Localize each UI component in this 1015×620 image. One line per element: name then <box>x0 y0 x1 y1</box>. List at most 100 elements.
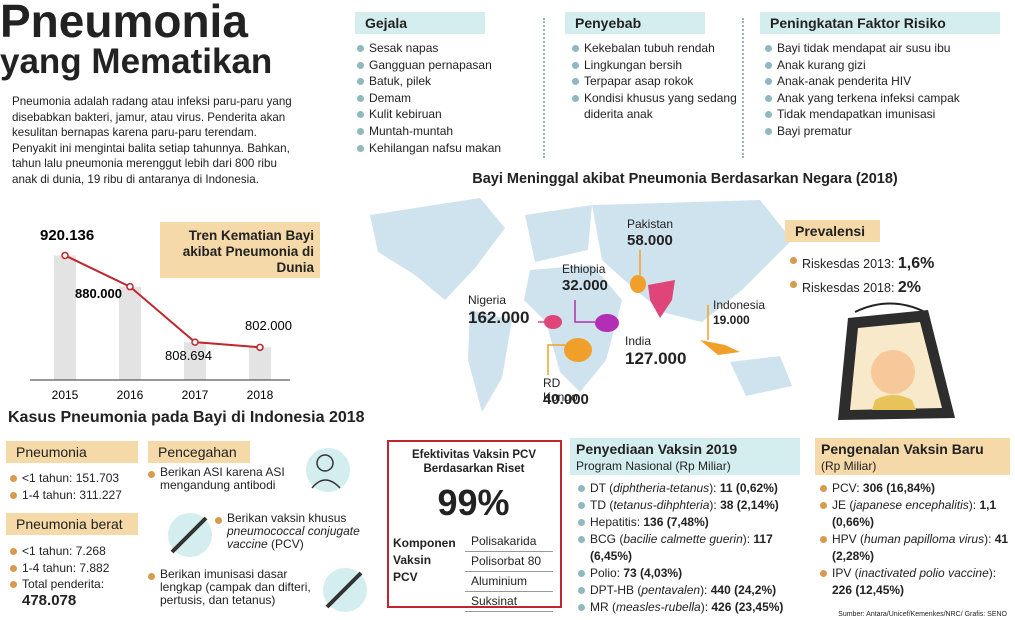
list-item: Berikan imunisasi dasar lengkap (campak … <box>148 568 328 607</box>
list-item: Berikan vaksin khusus pneumococcal conju… <box>215 512 395 551</box>
text-part: IPV ( <box>832 566 859 580</box>
list-item: PCV: 306 (16,84%) <box>820 480 1012 497</box>
prevalence-label: Riskesdas 2013: <box>802 257 895 271</box>
country-deaths: 127.000 <box>625 349 687 368</box>
continent <box>730 356 792 396</box>
country-name: Nigeria <box>468 293 507 307</box>
section-subtitle: (Rp Miliar) <box>821 459 877 473</box>
list-item: Anak-anak penderita HIV <box>765 73 1005 90</box>
country-shape <box>648 280 675 318</box>
list-item: Hepatitis: 136 (7,48%) <box>578 514 803 531</box>
continent <box>525 205 592 262</box>
section-header: Pencegahan <box>148 441 250 463</box>
text-part: 73 (4,03%) <box>623 566 683 580</box>
list-item: Bayi tidak mendapat air susu ibu <box>765 40 1005 57</box>
intro: Pneumonia adalah radang atau infeksi par… <box>12 95 292 186</box>
text-part: inactivated polio vaccine <box>858 566 989 580</box>
section-header: Pneumonia berat <box>6 513 138 535</box>
value-label: 802.000 <box>245 318 292 333</box>
icon-part <box>311 479 341 489</box>
prevalence-value: 2% <box>897 279 922 296</box>
highlights <box>538 250 740 375</box>
point <box>126 282 134 291</box>
text-part: HPV ( <box>832 532 865 546</box>
text-part: Berikan imunisasi dasar lengkap (campak … <box>160 567 311 607</box>
country-shape <box>630 275 646 293</box>
text-part: ): <box>742 532 754 546</box>
text-part: TD ( <box>590 498 614 512</box>
list-item: 1-4 tahun: 7.882 <box>10 560 140 577</box>
text-part: Polio: <box>590 566 624 580</box>
list-item: MR (measles-rubella): 426 (23,45%) <box>578 599 803 616</box>
list: Berikan vaksin khusus pneumococcal conju… <box>215 512 395 551</box>
map-title: Bayi Meninggal akibat Pneumonia Berdasar… <box>472 171 898 187</box>
section-header: Pengenalan Vaksin Baru <box>821 441 984 457</box>
trend-line <box>64 254 261 349</box>
country-name: RD Kongo <box>543 376 578 404</box>
country-deaths: 58.000 <box>627 232 673 249</box>
country-shape <box>564 338 592 362</box>
list-item: Sesak napas <box>357 40 537 57</box>
list-item: Kulit kebiruan <box>357 106 537 123</box>
baby-body <box>872 395 916 410</box>
list: DT (diphtheria-tetanus): 11 (0,62%) TD (t… <box>578 480 803 616</box>
text-part: measles-rubella <box>616 600 701 614</box>
pcv-box <box>387 440 562 608</box>
point <box>61 251 69 260</box>
list: Bayi tidak mendapat air susu ibu Anak kur… <box>765 40 1005 140</box>
list: Kekebalan tubuh rendah Lingkungan bersih T… <box>572 40 737 123</box>
list-item: IPV (inactivated polio vaccine): 226 (12… <box>820 565 1012 599</box>
text-part: 38 (2,14%) <box>720 498 779 512</box>
section-header: Penyediaan Vaksin 2019 <box>576 441 738 457</box>
list: Berikan ASI karena ASI mengandung antibo… <box>148 466 318 492</box>
x-tick-label: 2016 <box>117 388 144 402</box>
connector <box>547 344 565 375</box>
list-item: Berikan ASI karena ASI mengandung antibo… <box>148 466 318 492</box>
list: <1 tahun: 7.268 1-4 tahun: 7.882 Total pen… <box>10 543 140 593</box>
text-part: DPT-HB ( <box>590 583 642 597</box>
text-part: 306 (16,84%) <box>862 481 935 495</box>
pcv-component: Polisakarida <box>465 532 553 552</box>
text-part: 11 (0,62%) <box>719 481 778 495</box>
text-part: 41 (2,28%) <box>832 532 1009 563</box>
list-item: Kekebalan tubuh rendah <box>572 40 737 57</box>
prevention-icons <box>168 448 367 612</box>
country-shape <box>544 315 562 329</box>
text-part: ): <box>988 566 997 580</box>
list-item: Riskesdas 2013: 1,6% <box>790 252 990 276</box>
list-item: 1-4 tahun: 311.227 <box>10 487 140 504</box>
icon-part <box>325 571 363 609</box>
section-subtitle: Program Nasional (Rp Miliar) <box>576 459 731 473</box>
text-part: 136 (7,48%) <box>643 515 709 529</box>
list-item: <1 tahun: 7.268 <box>10 543 140 560</box>
x-tick-label: 2015 <box>52 388 79 402</box>
country-name: Ethiopia <box>562 262 606 276</box>
list-item: HPV (human papilloma virus): 41 (2,28%) <box>820 531 1012 565</box>
value-label: 920.136 <box>40 227 94 244</box>
source: Sumber: Antara/Unicef/Kemenkes/NRC/ Graf… <box>838 611 1007 618</box>
list-item: Anak kurang gizi <box>765 57 1005 74</box>
list-item: Demam <box>357 90 537 107</box>
title-line: Pneumonia <box>0 0 248 47</box>
chart-title-box <box>160 222 320 278</box>
text-part: 440 (24,2%) <box>710 583 777 597</box>
list: <1 tahun: 151.703 1-4 tahun: 311.227 <box>10 470 140 503</box>
pcv-components: Polisakarida Polisorbat 80 Aluminium Suksin… <box>465 532 553 612</box>
value-label: 880.000 <box>75 286 122 301</box>
continent <box>524 265 622 392</box>
list: Berikan imunisasi dasar lengkap (campak … <box>148 568 328 607</box>
bar <box>184 342 206 380</box>
section-header: Peningkatan Faktor Risiko <box>760 12 1000 34</box>
continent <box>468 310 512 412</box>
pcv-component: Suksinat <box>465 592 553 612</box>
list-item: <1 tahun: 151.703 <box>10 470 140 487</box>
text-part: 117 (6,45%) <box>590 532 773 563</box>
bar <box>249 347 271 380</box>
text-part: japanese encephalitis <box>853 498 969 512</box>
bar <box>54 255 76 380</box>
text-part: DT ( <box>590 481 614 495</box>
text-part: Berikan vaksin khusus <box>227 511 347 525</box>
country-deaths: 32.000 <box>562 277 608 294</box>
connector <box>574 300 595 323</box>
text-part: diphtheria-tetanus <box>613 481 710 495</box>
